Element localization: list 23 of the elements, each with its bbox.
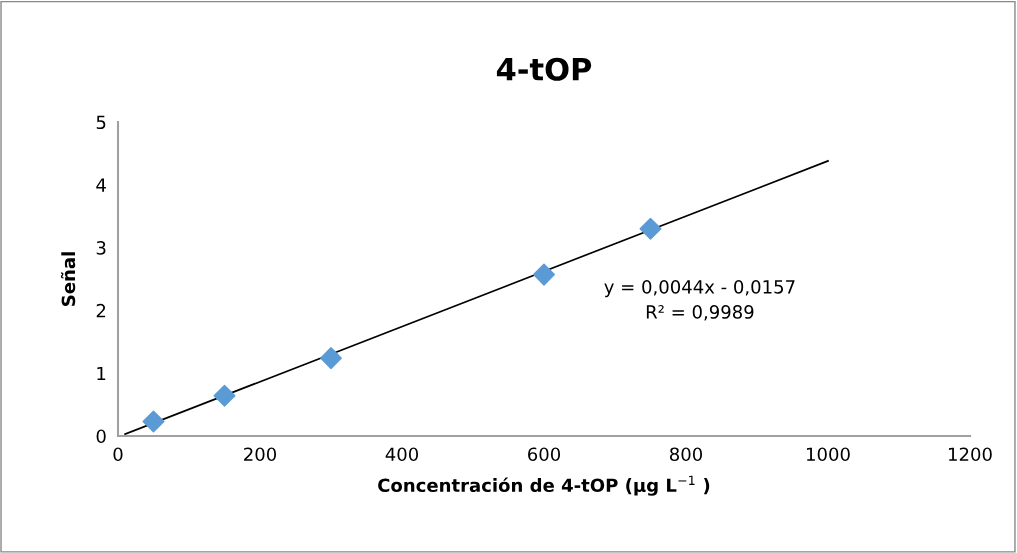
x-tick-label: 200	[244, 447, 277, 462]
x-tick-label: 1200	[949, 447, 992, 462]
x-axis-title: Concentración de 4-tOP (µg L$^{−1}$ )	[378, 475, 710, 496]
x-tick-label: 600	[528, 447, 561, 462]
y-tick-label: 2	[96, 303, 106, 318]
x-tick-label: 1000	[807, 447, 850, 462]
y-tick-label: 4	[96, 178, 106, 192]
y-tick-label: 3	[96, 241, 106, 255]
y-tick-label: 5	[96, 115, 106, 130]
chart-title: 4-tOP	[496, 57, 592, 81]
point	[142, 410, 165, 433]
point	[533, 263, 555, 286]
y-tick-label: 1	[97, 366, 106, 381]
x-tick-label: 0	[113, 447, 123, 462]
x-tick-label: 800	[669, 447, 703, 462]
annotation: R² = 0,9989	[646, 305, 754, 321]
point	[639, 217, 662, 240]
point	[320, 347, 342, 370]
point	[213, 384, 236, 407]
y-tick-label: 0	[96, 429, 106, 444]
annotation: y = 0,0044x - 0,0157	[604, 280, 795, 298]
x-tick-label: 400	[385, 447, 419, 462]
y-axis-title: Señal	[60, 252, 76, 306]
